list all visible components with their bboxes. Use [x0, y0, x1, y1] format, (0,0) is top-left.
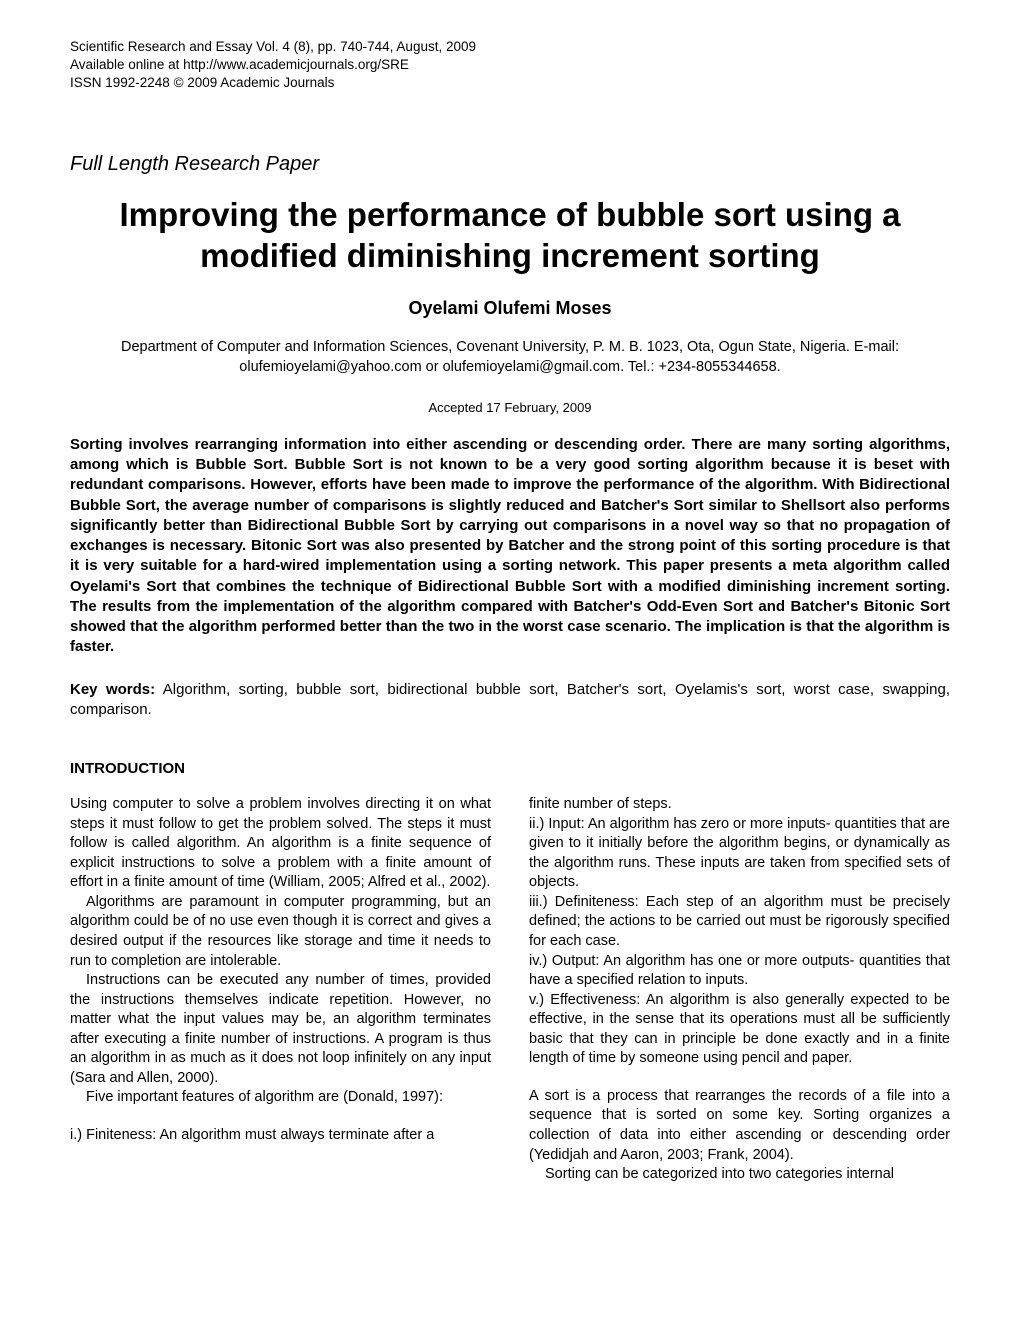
- paper-title: Improving the performance of bubble sort…: [90, 194, 930, 277]
- accepted-date: Accepted 17 February, 2009: [70, 400, 950, 415]
- keywords-label: Key words:: [70, 681, 155, 698]
- body-paragraph: A sort is a process that rearranges the …: [529, 1087, 950, 1165]
- body-paragraph: finite number of steps.: [529, 795, 950, 815]
- body-paragraph: Instructions can be executed any number …: [70, 971, 491, 1088]
- body-paragraph: Sorting can be categorized into two cate…: [529, 1165, 950, 1185]
- section-heading: INTRODUCTION: [70, 760, 950, 777]
- body-paragraph: v.) Effectiveness: An algorithm is also …: [529, 991, 950, 1069]
- keywords-text: Algorithm, sorting, bubble sort, bidirec…: [70, 681, 950, 718]
- journal-issn: ISSN 1992-2248 © 2009 Academic Journals: [70, 74, 950, 92]
- author-affiliation: Department of Computer and Information S…: [70, 337, 950, 378]
- keywords-block: Key words: Algorithm, sorting, bubble so…: [70, 680, 950, 721]
- abstract-text: Sorting involves rearranging information…: [70, 435, 950, 658]
- author-name: Oyelami Olufemi Moses: [70, 298, 950, 319]
- journal-url: Available online at http://www.academicj…: [70, 56, 950, 74]
- body-paragraph: Algorithms are paramount in computer pro…: [70, 893, 491, 971]
- column-left: Using computer to solve a problem involv…: [70, 795, 491, 1185]
- body-paragraph: iii.) Definiteness: Each step of an algo…: [529, 893, 950, 952]
- journal-citation: Scientific Research and Essay Vol. 4 (8)…: [70, 38, 950, 56]
- body-columns: Using computer to solve a problem involv…: [70, 795, 950, 1185]
- body-paragraph: ii.) Input: An algorithm has zero or mor…: [529, 815, 950, 893]
- column-right: finite number of steps. ii.) Input: An a…: [529, 795, 950, 1185]
- body-paragraph: Five important features of algorithm are…: [70, 1088, 491, 1108]
- paper-type-label: Full Length Research Paper: [70, 153, 950, 176]
- journal-header: Scientific Research and Essay Vol. 4 (8)…: [70, 38, 950, 93]
- body-paragraph: iv.) Output: An algorithm has one or mor…: [529, 952, 950, 991]
- body-paragraph: Using computer to solve a problem involv…: [70, 795, 491, 893]
- body-paragraph: i.) Finiteness: An algorithm must always…: [70, 1126, 491, 1146]
- page-container: Scientific Research and Essay Vol. 4 (8)…: [0, 0, 1020, 1225]
